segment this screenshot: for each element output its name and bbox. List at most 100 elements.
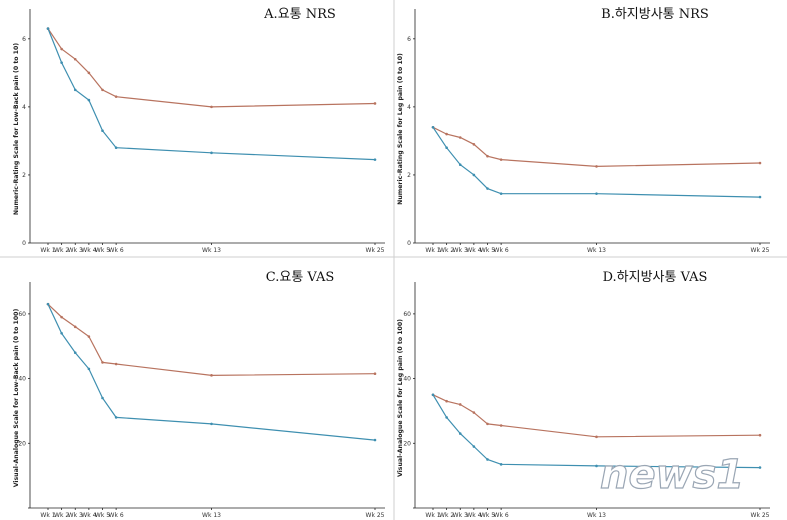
- chart-panel-4: D.하지방사통 VAS Visual-Analogue Scale for Leg…: [397, 270, 770, 519]
- y-tick-label: 20: [403, 440, 411, 447]
- panel-title: B.하지방사통 NRS: [601, 7, 709, 22]
- series-1-point: [595, 435, 598, 439]
- x-tick-label: Wk 1: [425, 247, 440, 254]
- series-1-point: [210, 374, 213, 377]
- series-1-point: [499, 158, 503, 161]
- series-1-point: [73, 57, 77, 61]
- series-1-point: [87, 71, 91, 75]
- y-tick-label: 40: [18, 376, 26, 383]
- series-line-1: [47, 303, 376, 377]
- panel-title: D.하지방사통 VAS: [603, 270, 708, 285]
- series-2-point: [60, 61, 63, 64]
- x-tick-label: Wk 25: [751, 247, 770, 254]
- x-tick-label: Wk 6: [109, 512, 124, 519]
- series-2-point: [46, 302, 50, 306]
- x-tick-label: Wk 2: [439, 512, 454, 519]
- x-tick-label: Wk 4: [466, 512, 481, 519]
- series-2-point: [373, 438, 377, 442]
- x-tick-label: Wk 1: [40, 247, 55, 254]
- series-1-point: [114, 95, 118, 98]
- x-tick-label: Wk 25: [751, 512, 770, 519]
- series-2-point: [499, 192, 503, 195]
- series-2-point: [486, 458, 489, 461]
- series-line-1: [432, 126, 761, 168]
- series-line-1: [47, 28, 376, 108]
- series-2-point: [210, 422, 213, 426]
- series-1-point: [472, 143, 476, 146]
- series-1-point: [101, 88, 104, 92]
- x-tick-label: Wk 13: [587, 512, 606, 519]
- series-1-point: [758, 433, 762, 437]
- y-tick-label: 6: [22, 36, 26, 43]
- x-tick-label: Wk 5: [95, 512, 110, 519]
- series-1-point: [499, 424, 503, 427]
- x-tick-label: Wk 2: [54, 247, 69, 254]
- series-1-point: [73, 325, 77, 329]
- x-tick-label: Wk 5: [480, 247, 495, 254]
- series-2-point: [472, 173, 476, 177]
- series-1-point: [458, 403, 462, 406]
- x-tick-label: Wk 3: [453, 512, 468, 519]
- series-2-point: [486, 187, 489, 190]
- x-tick-label: Wk 6: [494, 512, 509, 519]
- y-axis-label: Numeric-Rating Scale for Low-Back pain (…: [13, 43, 20, 215]
- series-2-point: [472, 445, 476, 448]
- series-2-point: [87, 367, 91, 371]
- series-line-2: [432, 394, 761, 469]
- y-tick-label: 6: [407, 36, 411, 43]
- series-2-point: [445, 146, 448, 150]
- series-1-point: [101, 361, 104, 364]
- series-2-point: [758, 466, 762, 469]
- series-line-2: [47, 28, 376, 161]
- x-tick-label: Wk 3: [453, 247, 468, 254]
- watermark-text: news1: [600, 452, 744, 498]
- x-tick-label: Wk 3: [68, 512, 83, 519]
- x-tick-label: Wk 1: [425, 512, 440, 519]
- x-tick-label: Wk 13: [202, 247, 221, 254]
- x-tick-label: Wk 5: [95, 247, 110, 254]
- chart-panel-3: C.요통 VAS Visual-Analogue Scale for Low-Ba…: [13, 270, 385, 519]
- x-tick-label: Wk 13: [587, 247, 606, 254]
- x-tick-label: Wk 13: [202, 512, 221, 519]
- y-tick-label: 2: [407, 172, 411, 179]
- series-2-point: [595, 464, 598, 468]
- series-2-point: [101, 396, 104, 400]
- series-1-point: [60, 47, 63, 51]
- series-1-point: [114, 362, 118, 366]
- series-2-point: [114, 146, 118, 150]
- series-2-point: [373, 158, 377, 161]
- y-tick-label: 4: [407, 104, 411, 111]
- y-tick-label: 4: [22, 104, 26, 111]
- series-line-1: [432, 394, 761, 438]
- series-2-point: [458, 432, 462, 435]
- x-tick-label: Wk 3: [68, 247, 83, 254]
- series-1-point: [210, 105, 213, 109]
- series-line-2: [47, 303, 376, 441]
- series-2-point: [73, 88, 77, 92]
- x-tick-label: Wk 4: [466, 247, 481, 254]
- series-2-point: [114, 416, 118, 419]
- y-tick-label: 2: [22, 172, 26, 179]
- y-tick-label: 0: [407, 240, 411, 247]
- x-tick-label: Wk 1: [40, 512, 55, 519]
- chart-panels: A.요통 NRS Numeric-Rating Scale for Low-Bac…: [13, 7, 770, 519]
- series-2-point: [499, 463, 503, 466]
- series-2-point: [431, 125, 435, 129]
- news1-watermark-logo: news1: [599, 451, 744, 498]
- series-2-point: [445, 416, 448, 419]
- series-2-point: [60, 331, 63, 335]
- series-1-point: [458, 136, 462, 139]
- series-line-2: [432, 126, 761, 198]
- x-tick-label: Wk 2: [54, 512, 69, 519]
- y-tick-label: 60: [18, 311, 26, 318]
- series-1-point: [445, 132, 448, 136]
- y-axis-label: Visual-Analogue Scale for Low-Back pain …: [13, 309, 20, 488]
- series-1-point: [758, 161, 762, 165]
- x-tick-label: Wk 2: [439, 247, 454, 254]
- chart-panel-2: B.하지방사통 NRS Numeric-Rating Scale for Leg …: [397, 7, 770, 254]
- panel-title: A.요통 NRS: [263, 7, 336, 22]
- series-2-point: [458, 163, 462, 167]
- series-1-point: [87, 335, 91, 338]
- series-2-point: [87, 98, 91, 102]
